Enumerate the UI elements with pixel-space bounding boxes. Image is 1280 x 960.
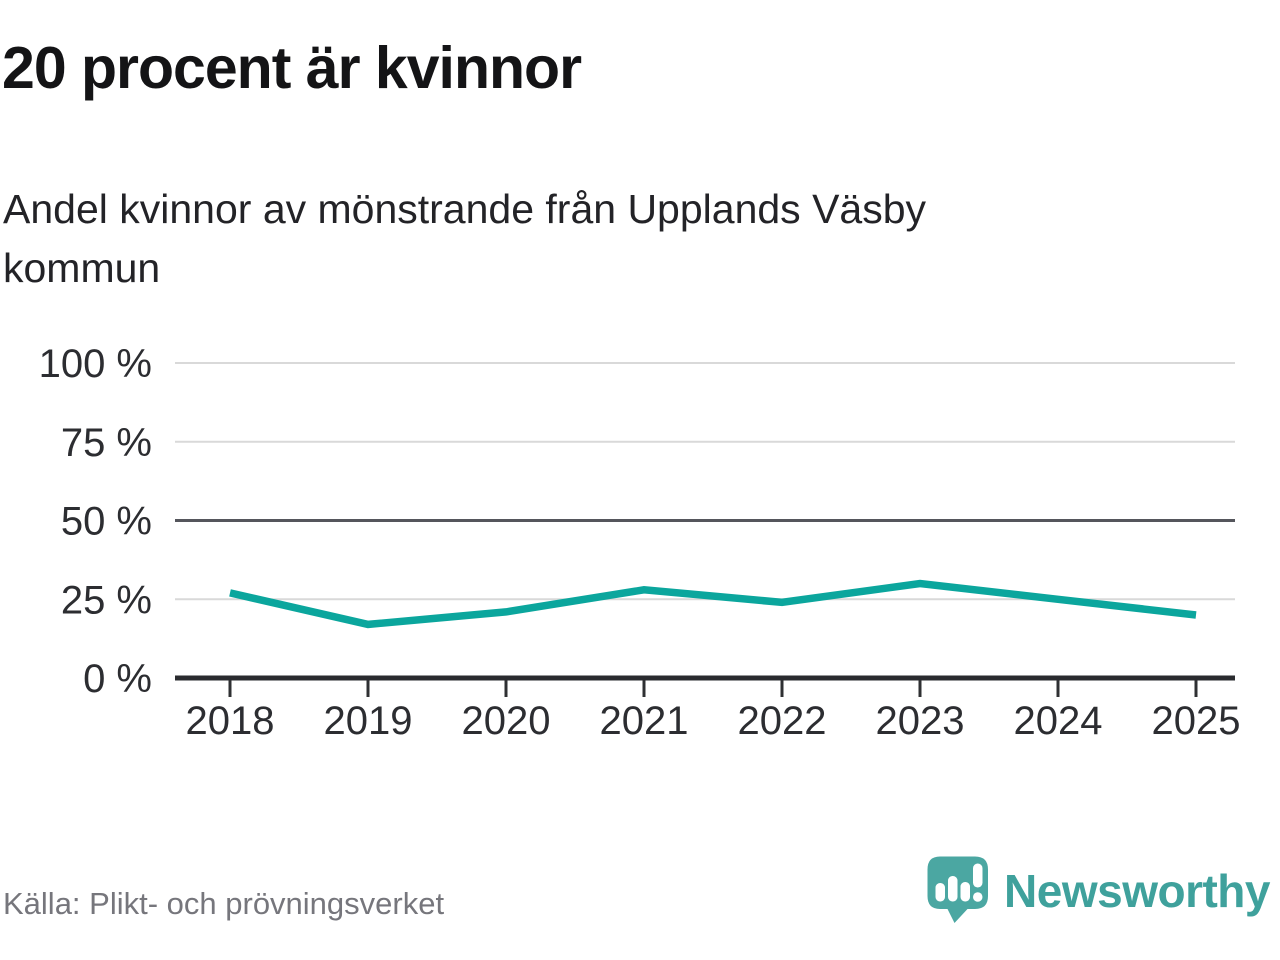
bar-chart-glyph <box>935 863 983 902</box>
x-tick-label: 2022 <box>738 699 827 743</box>
x-tick-label: 2025 <box>1152 699 1241 743</box>
x-tick-label: 2020 <box>462 699 551 743</box>
x-tick-label: 2019 <box>324 699 413 743</box>
x-tick-label: 2023 <box>876 699 965 743</box>
x-tick-label: 2024 <box>1014 699 1103 743</box>
data-line-series <box>229 579 1197 629</box>
y-tick-label: 100 % <box>39 342 152 386</box>
y-tick-label: 25 % <box>61 578 152 622</box>
gridlines <box>175 362 1235 681</box>
x-axis <box>228 680 1198 697</box>
y-tick-label: 0 % <box>83 657 152 701</box>
speech-bubble-shape <box>927 856 989 923</box>
chart-subtitle: Andel kvinnor av mönstrande från Uppland… <box>3 180 926 298</box>
subtitle-line-2: kommun <box>3 245 161 291</box>
newsworthy-wordmark: Newsworthy <box>1004 865 1270 917</box>
y-tick-label: 50 % <box>61 500 152 544</box>
line-chart: 100 % 75 % 50 % 25 % 0 % 2018 2019 2020 2021 202… <box>39 342 1241 743</box>
source-note: Källa: Plikt- och prövningsverket <box>3 886 445 921</box>
newsworthy-brand: Newsworthy <box>927 856 1270 926</box>
subtitle-line-1: Andel kvinnor av mönstrande från Uppland… <box>3 186 927 232</box>
x-tick-label: 2021 <box>600 699 689 743</box>
page-title: 20 procent är kvinnor <box>2 35 582 101</box>
x-axis-labels: 2018 2019 2020 2021 2022 2023 2024 2025 <box>186 699 1241 743</box>
y-axis-labels: 100 % 75 % 50 % 25 % 0 % <box>39 342 152 701</box>
y-tick-label: 75 % <box>61 421 152 465</box>
x-tick-label: 2018 <box>186 699 275 743</box>
newsworthy-logo-icon <box>927 856 989 923</box>
